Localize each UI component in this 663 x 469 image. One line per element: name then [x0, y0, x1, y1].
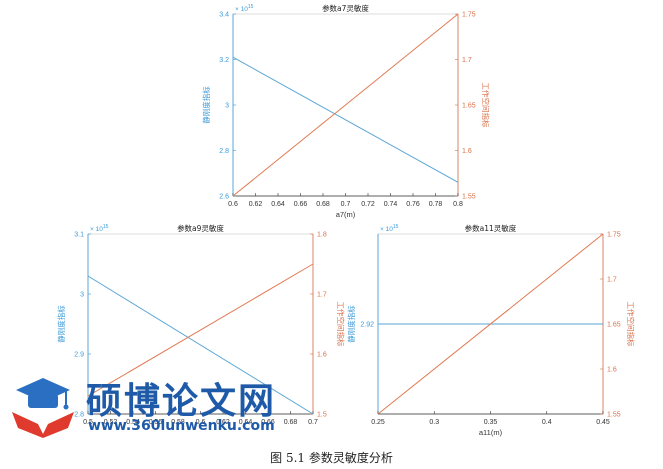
- x-tick-label: 0.74: [384, 201, 398, 208]
- y-left-exponent-label: × 1015: [235, 4, 254, 13]
- x-tick-label: 0.78: [429, 201, 443, 208]
- x-tick-label: 0.7: [341, 201, 351, 208]
- y-right-tick-label: 1.55: [607, 412, 621, 419]
- y-right-tick-label: 1.65: [462, 103, 476, 110]
- x-tick-label: 0.5: [83, 419, 93, 426]
- y-left-tick-label: 3: [225, 103, 229, 110]
- x-tick-label: 0.52: [104, 419, 118, 426]
- y-right-tick-label: 1.7: [462, 57, 472, 64]
- y-right-tick-label: 1.65: [607, 322, 621, 329]
- x-axis-label: a7(m): [336, 210, 356, 219]
- x-tick-label: 0.6: [196, 419, 206, 426]
- x-tick-label: 0.4: [542, 419, 552, 426]
- x-tick-label: 0.62: [249, 201, 263, 208]
- y-right-tick-label: 1.75: [607, 232, 621, 239]
- y-right-axis-label: 工作空间指标: [481, 83, 491, 128]
- y-left-exponent-label: × 1015: [380, 224, 399, 233]
- x-tick-label: 0.35: [484, 419, 498, 426]
- figure-caption: 图 5.1 参数灵敏度分析: [270, 451, 393, 465]
- x-tick-label: 0.76: [406, 201, 420, 208]
- x-tick-label: 0.3: [429, 419, 439, 426]
- y-left-tick-label: 2.9: [74, 352, 84, 359]
- workspace-series-line: [232, 13, 459, 197]
- x-tick-label: 0.68: [316, 201, 330, 208]
- y-left-exponent-label: × 1015: [90, 224, 109, 233]
- y-left-tick-label: 2.8: [219, 148, 229, 155]
- chart-title: 参数a9灵敏度: [177, 223, 224, 233]
- y-left-tick-label: 3.2: [219, 57, 229, 64]
- x-tick-label: 0.45: [596, 419, 610, 426]
- graduation-cap-icon: [12, 378, 74, 438]
- x-tick-label: 0.66: [294, 201, 308, 208]
- workspace-series-line: [377, 233, 604, 415]
- x-tick-label: 0.64: [271, 201, 285, 208]
- y-right-tick-label: 1.7: [317, 292, 327, 299]
- watermark: 硕博论文网 www.360lunwenku.com: [8, 372, 278, 442]
- y-right-tick-label: 1.6: [317, 352, 327, 359]
- y-right-axis-label: 工作空间指标: [626, 302, 636, 347]
- workspace-series-line: [87, 263, 314, 397]
- y-left-axis-label: 静刚度指标: [201, 86, 211, 124]
- y-right-tick-label: 1.6: [607, 367, 617, 374]
- x-tick-label: 0.56: [149, 419, 163, 426]
- y-left-tick-label: 2.92: [360, 322, 374, 329]
- y-left-tick-label: 2.6: [219, 194, 229, 201]
- x-tick-label: 0.64: [239, 419, 253, 426]
- x-tick-label: 0.68: [284, 419, 298, 426]
- y-left-axis-label: 静刚度指标: [56, 305, 66, 343]
- x-tick-label: 0.66: [261, 419, 275, 426]
- y-left-axis-label: 静刚度指标: [346, 305, 356, 343]
- x-tick-label: 0.8: [453, 201, 463, 208]
- watermark-url: www.360lunwenku.com: [88, 418, 275, 434]
- y-right-tick-label: 1.8: [317, 232, 327, 239]
- y-right-tick-label: 1.7: [607, 277, 617, 284]
- chart-title: 参数a7灵敏度: [322, 3, 369, 13]
- stiffness-series-line: [232, 56, 459, 183]
- y-right-axis-label: 工作空间指标: [336, 302, 346, 347]
- stiffness-series-line: [87, 275, 314, 415]
- x-tick-label: 0.7: [308, 419, 318, 426]
- chart-title: 参数a11灵敏度: [465, 223, 517, 233]
- y-right-tick-label: 1.5: [317, 412, 327, 419]
- chart-panel-3: 参数a11灵敏度 0.25 0.3 0.35 0.4 0.45 a11(m) 2.92 1.55…: [346, 223, 636, 437]
- chart-panel-1: 参数a7灵敏度 0.6 0.62 0.64 0.66 0.68 0.7 0.72 0.74 0.7…: [201, 3, 491, 219]
- watermark-title: 硕博论文网: [86, 381, 277, 422]
- y-left-tick-label: 3.1: [74, 232, 84, 239]
- y-left-tick-label: 3: [80, 292, 84, 299]
- x-axis-label: a11(m): [479, 428, 503, 437]
- y-right-tick-label: 1.75: [462, 12, 476, 19]
- x-tick-label: 0.58: [171, 419, 185, 426]
- x-tick-label: 0.6: [228, 201, 238, 208]
- plot-area: [87, 233, 314, 415]
- y-left-tick-label: 2.8: [74, 412, 84, 419]
- y-right-tick-label: 1.6: [462, 148, 472, 155]
- x-tick-label: 0.25: [371, 419, 385, 426]
- y-right-tick-label: 1.55: [462, 194, 476, 201]
- x-tick-label: 0.54: [126, 419, 140, 426]
- y-left-tick-label: 3.4: [219, 12, 229, 19]
- chart-panel-2: 参数a9灵敏度 0.5 0.52 0.54 0.56 0.58 0.6 0.62 0.64 0.6…: [56, 223, 346, 426]
- x-tick-label: 0.62: [216, 419, 230, 426]
- x-tick-label: 0.72: [361, 201, 375, 208]
